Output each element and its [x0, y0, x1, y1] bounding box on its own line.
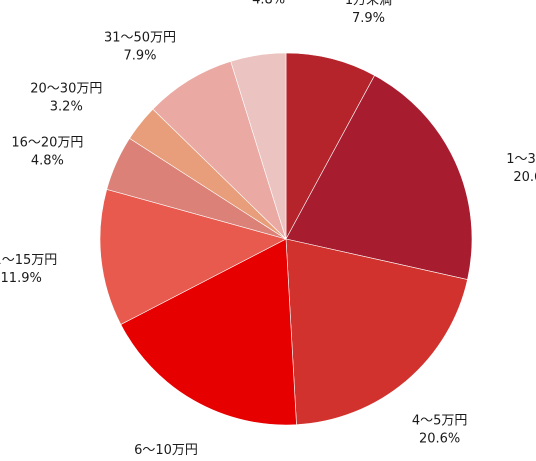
- pie-label-value: 4.8%: [252, 0, 285, 8]
- pie-label-value: 11.9%: [1, 271, 42, 286]
- pie-slice-4: [120, 238, 297, 426]
- pie-label-category: 1～3万円: [506, 152, 536, 167]
- pie-label-category: 4～5万円: [412, 413, 468, 428]
- pie-label-value: 7.9%: [352, 11, 385, 26]
- pie-label-category: 6～10万円: [134, 443, 198, 458]
- pie-label-value: 4.8%: [31, 153, 64, 168]
- pie-label-value: 7.9%: [123, 49, 156, 64]
- pie-label-value: 20.6%: [419, 431, 460, 446]
- pie-label-1: 1万未満 7.9%: [345, 0, 392, 26]
- pie-label-7: 20～30万円 3.2%: [30, 82, 102, 115]
- pie-slices: [99, 52, 473, 426]
- pie-slice-1: [285, 52, 375, 240]
- pie-label-6: 16～20万円 4.8%: [11, 135, 83, 168]
- pie-label-category: 11～15万円: [0, 253, 57, 268]
- pie-label-3: 4～5万円 20.6%: [412, 413, 468, 446]
- pie-label-5: 11～15万円 11.9%: [0, 253, 57, 286]
- pie-label-9: 50万円以上4.8%: [252, 0, 285, 8]
- pie-label-category: 1万未満: [345, 0, 392, 8]
- pie-slice-3: [285, 238, 468, 426]
- pie-slice-9: [230, 52, 287, 240]
- pie-label-category: 20～30万円: [30, 82, 102, 97]
- pie-label-8: 31～50万円 7.9%: [104, 31, 176, 64]
- pie-label-category: 31～50万円: [104, 31, 176, 46]
- pie-label-value: 3.2%: [50, 100, 83, 115]
- pie-label-category: 16～20万円: [11, 135, 83, 150]
- pie-slice-5: [99, 188, 287, 325]
- pie-slice-8: [152, 61, 287, 240]
- pie-slice-2: [285, 75, 473, 280]
- pie-label-2: 1～3万円 20.6%: [506, 152, 536, 185]
- pie-label-4: 6～10万円18.3%: [134, 443, 198, 461]
- pie-label-value: 20.6%: [513, 170, 536, 185]
